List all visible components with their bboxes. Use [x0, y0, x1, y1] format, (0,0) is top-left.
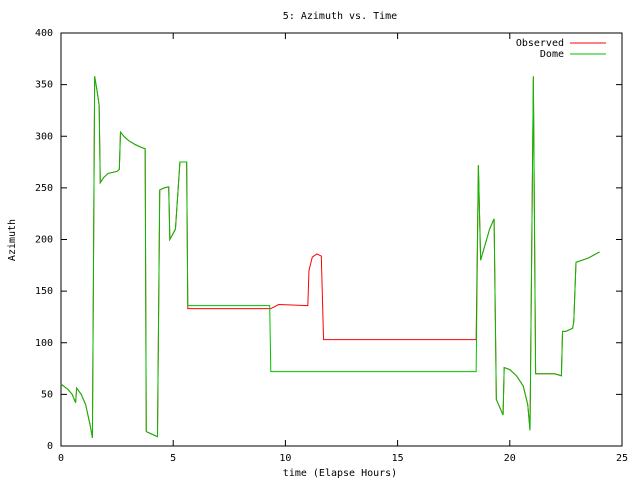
y-tick-label: 50	[41, 389, 53, 400]
x-tick-label: 10	[279, 453, 291, 464]
y-tick-label: 250	[35, 183, 53, 194]
y-tick-label: 100	[35, 338, 53, 349]
y-tick-label: 150	[35, 286, 53, 297]
y-tick-label: 300	[35, 131, 53, 142]
x-tick-label: 25	[616, 453, 628, 464]
y-tick-label: 200	[35, 235, 53, 246]
legend-label: Dome	[540, 49, 564, 60]
y-axis-label: Azimuth	[7, 219, 18, 261]
x-axis-label: time (Elapse Hours)	[283, 468, 397, 479]
x-tick-label: 20	[504, 453, 516, 464]
x-tick-label: 15	[392, 453, 404, 464]
data-line	[60, 76, 600, 438]
x-tick-label: 0	[58, 453, 64, 464]
y-tick-label: 0	[47, 441, 53, 452]
y-tick-label: 350	[35, 80, 53, 91]
y-tick-label: 400	[35, 28, 53, 39]
legend-label: Observed	[516, 38, 564, 49]
x-tick-label: 5	[170, 453, 176, 464]
chart-title: 5: Azimuth vs. Time	[283, 11, 397, 22]
